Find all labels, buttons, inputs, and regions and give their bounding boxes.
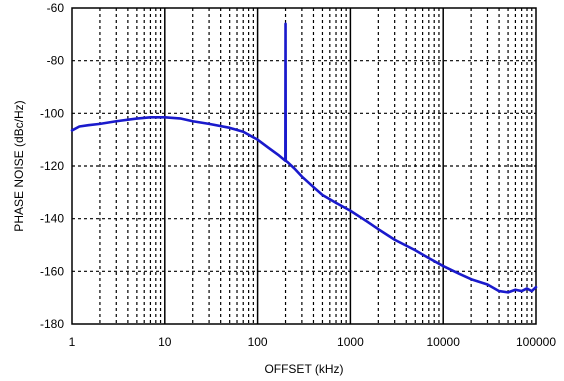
- grid-major: [164, 8, 444, 324]
- x-axis-title: OFFSET (kHz): [264, 362, 343, 376]
- y-tick-label: -120: [40, 159, 64, 173]
- y-tick-label: -160: [40, 264, 64, 278]
- x-tick-labels: 1 10 100 1000 10000 100000: [69, 335, 557, 349]
- y-tick-labels: -180 -160 -140 -120 -100 -80 -60: [40, 1, 64, 331]
- y-tick-label: -80: [47, 54, 65, 68]
- x-tick-label: 100000: [516, 335, 556, 349]
- x-tick-label: 100: [248, 335, 268, 349]
- phase-noise-series-line: [70, 22, 538, 294]
- y-tick-label: -60: [47, 1, 65, 15]
- x-tick-label: 1: [69, 335, 76, 349]
- plot-frame: [71, 7, 537, 325]
- y-tick-label: -140: [40, 212, 64, 226]
- y-axis-title: PHASE NOISE (dBc/Hz): [12, 100, 26, 231]
- grid-minor: [72, 8, 536, 324]
- y-tick-label: -100: [40, 106, 64, 120]
- x-tick-label: 10000: [427, 335, 461, 349]
- x-tick-label: 10: [158, 335, 172, 349]
- y-tick-label: -180: [40, 317, 64, 331]
- series-layer: [70, 22, 538, 294]
- x-tick-label: 1000: [337, 335, 364, 349]
